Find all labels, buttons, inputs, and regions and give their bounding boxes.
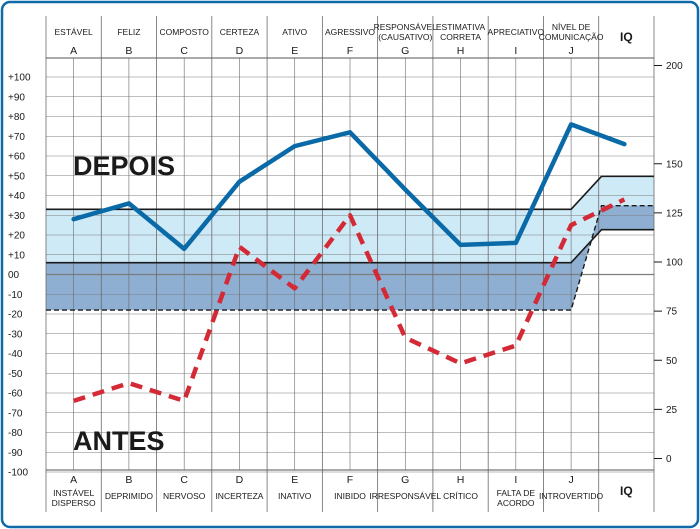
header-trait-label: COMPOSTO	[159, 27, 209, 37]
footer-trait-label: INIBIDO	[334, 491, 366, 501]
header-letter: F	[347, 45, 353, 57]
y-tick-label: +90	[8, 92, 25, 103]
footer-letter: E	[291, 474, 298, 486]
footer-trait-label: DISPERSO	[52, 498, 96, 508]
header-iq-label: IQ	[620, 30, 633, 44]
y-tick-label: +80	[8, 112, 25, 123]
footer-letter: D	[236, 474, 244, 486]
y-tick-label: 00	[8, 270, 20, 281]
y-tick-label: -20	[8, 310, 23, 321]
band-middle-line	[46, 228, 654, 264]
y-tick-label: -60	[8, 389, 23, 400]
footer-trait-label: ACORDO	[497, 498, 535, 508]
header-trait-label: APRECIATIVO	[488, 27, 545, 37]
series-label-antes: ANTES	[73, 426, 165, 456]
header-trait-label: AGRESSIVO	[325, 27, 375, 37]
footer-letter: G	[401, 474, 409, 486]
band-lower-zone	[46, 205, 654, 311]
header-trait-label: COMUNICAÇÃO	[539, 32, 604, 42]
header-trait-label: ESTIMATIVA	[436, 22, 486, 32]
header-letter: B	[125, 45, 132, 57]
y-tick-label: +30	[8, 211, 25, 222]
header-trait-label: (CAUSATIVO)	[378, 32, 432, 42]
footer-trait-label: INCERTEZA	[215, 491, 263, 501]
footer-letter: B	[125, 474, 132, 486]
y-tick-label: -40	[8, 349, 23, 360]
header-letter: J	[568, 45, 573, 57]
header-letter: G	[401, 45, 409, 57]
y-tick-label: -70	[8, 408, 23, 419]
header-letter: I	[514, 45, 517, 57]
iq-tick-label: 200	[666, 61, 683, 72]
y-tick-label: +60	[8, 152, 25, 163]
y-tick-label: +40	[8, 191, 25, 202]
header-letter: A	[70, 45, 77, 57]
header-trait-label: CORRETA	[440, 32, 481, 42]
footer-trait-label: FALTA DE	[497, 488, 536, 498]
header-trait-label: RESPONSÁVEL	[374, 22, 438, 32]
header-trait-label: ESTÁVEL	[54, 27, 93, 37]
footer-trait-label: INATIVO	[278, 491, 312, 501]
iq-tick-label: 50	[666, 356, 678, 367]
header-letter: H	[457, 45, 465, 57]
y-tick-label: +20	[8, 231, 25, 242]
band-upper-line	[46, 175, 654, 211]
y-tick-label: +50	[8, 171, 25, 182]
y-tick-label: +10	[8, 250, 25, 261]
footer-letter: I	[514, 474, 517, 486]
footer-letter: A	[70, 474, 77, 486]
footer-trait-label: INSTÁVEL	[53, 488, 94, 498]
iq-tick-label: 100	[666, 258, 683, 269]
header-trait-label: NÍVEL DE	[552, 22, 591, 32]
footer-trait-label: IRRESPONSÁVEL	[369, 491, 441, 501]
y-tick-label: -80	[8, 428, 23, 439]
iq-tick-label: 75	[666, 307, 678, 318]
iq-tick-label: 25	[666, 405, 678, 416]
iq-tick-label: 150	[666, 159, 683, 170]
header-letter: C	[180, 45, 188, 57]
footer-trait-label: NERVOSO	[163, 491, 206, 501]
header-trait-label: CERTEZA	[220, 27, 260, 37]
band-lower-dashed-line	[46, 204, 654, 311]
footer-trait-label: DEPRIMIDO	[105, 491, 154, 501]
footer-iq-label: IQ	[620, 484, 633, 498]
header-letter: E	[291, 45, 298, 57]
footer-letter: H	[457, 474, 465, 486]
y-tick-label: +100	[8, 73, 31, 84]
footer-trait-label: INTROVERTIDO	[539, 491, 603, 501]
y-tick-label: -90	[8, 448, 23, 459]
header-letter: D	[236, 45, 244, 57]
footer-letter: F	[347, 474, 353, 486]
footer-letter: C	[180, 474, 188, 486]
y-tick-label: +70	[8, 132, 25, 143]
iq-tick-label: 0	[666, 454, 672, 465]
y-tick-label: -50	[8, 369, 23, 380]
y-tick-label: -30	[8, 329, 23, 340]
header-trait-label: FELIZ	[117, 27, 140, 37]
footer-trait-label: CRÍTICO	[443, 491, 478, 501]
footer-letter: J	[568, 474, 573, 486]
iq-tick-label: 125	[666, 208, 683, 219]
y-tick-label: -10	[8, 290, 23, 301]
y-tick-label: -100	[8, 468, 28, 479]
header-trait-label: ATIVO	[282, 27, 307, 37]
series-label-depois: DEPOIS	[73, 151, 175, 181]
